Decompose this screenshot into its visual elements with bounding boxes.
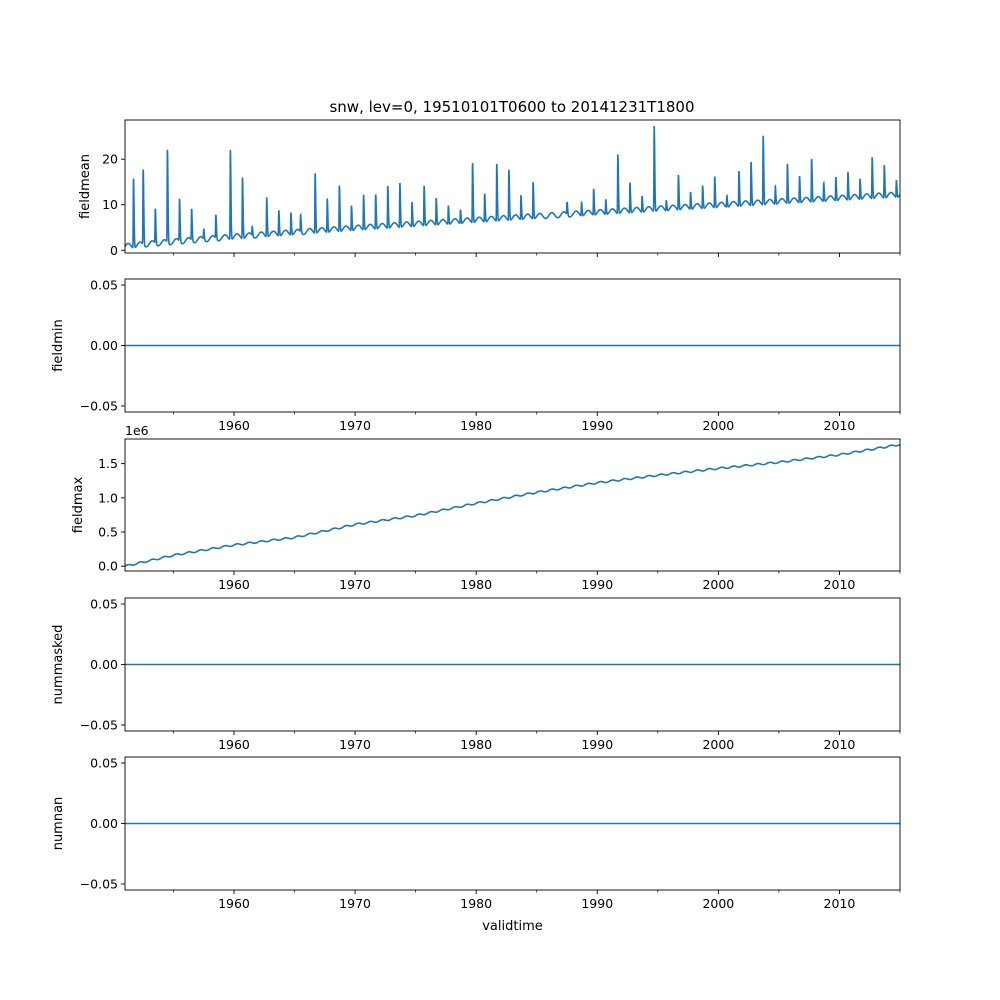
x-tick-label: 1960 [218, 577, 250, 592]
y-axis-label: numnan [51, 797, 66, 851]
subplot-numnan: −0.05 0.00 0.05 1960 1970 1980 1990 2000 2010 num… [51, 756, 901, 934]
x-tick-label: 1980 [460, 737, 492, 752]
x-tick-label: 1970 [339, 737, 371, 752]
y-tick-label: 20 [102, 152, 118, 167]
y-tick-label: 0 [110, 243, 118, 258]
x-tick-label: 1960 [218, 896, 250, 911]
subplot-fieldmin: −0.05 0.00 0.05 1960 1970 1980 1990 2000 2010 fie… [51, 278, 901, 433]
subplot-fieldmax: 0.0 0.5 1.0 1.5 1960 1970 1980 1990 2000 2010 fiel… [71, 423, 901, 592]
figure-title: snw, lev=0, 19510101T0600 to 20141231T18… [329, 98, 694, 116]
y-tick-label: 0.05 [90, 597, 118, 612]
x-tick-label: 1990 [581, 896, 613, 911]
x-tick-label: 2000 [702, 577, 734, 592]
y-tick-label: 0.00 [90, 657, 118, 672]
y-tick-label: 0.00 [90, 338, 118, 353]
y-tick-label: 1.0 [98, 490, 118, 505]
x-tick-label: 1980 [460, 418, 492, 433]
subplot-fieldmean: 0 10 20 fieldmean [78, 119, 901, 258]
y-tick-label: 0.05 [90, 756, 118, 771]
y-tick-label: 1.5 [98, 456, 118, 471]
x-tick-label: 1960 [218, 418, 250, 433]
y-tick-label: −0.05 [80, 876, 118, 891]
y-tick-label: −0.05 [80, 398, 118, 413]
y-offset-label: 1e6 [125, 423, 149, 438]
y-tick-label: 10 [102, 197, 118, 212]
x-tick-label: 1980 [460, 896, 492, 911]
y-axis-label: fieldmean [78, 154, 93, 219]
subplot-nummasked: −0.05 0.00 0.05 1960 1970 1980 1990 2000 2010 num… [51, 597, 901, 752]
x-tick-label: 2010 [824, 737, 856, 752]
x-tick-label: 1970 [339, 418, 371, 433]
x-tick-label: 2010 [824, 577, 856, 592]
y-tick-label: 0.0 [98, 559, 118, 574]
y-tick-label: 0.05 [90, 278, 118, 293]
subplots: 0 10 20 fieldmean −0.05 0.00 0.05 1960 1970 1980 1… [51, 119, 901, 934]
x-tick-label: 2000 [702, 896, 734, 911]
x-tick-label: 2000 [702, 737, 734, 752]
x-tick-label: 2000 [702, 418, 734, 433]
y-tick-label: 0.5 [98, 525, 118, 540]
x-tick-label: 2010 [824, 418, 856, 433]
y-axis-label: nummasked [51, 625, 66, 705]
axes-frame [124, 438, 901, 572]
axes-frame [124, 119, 901, 254]
x-tick-label: 1960 [218, 737, 250, 752]
y-axis-label: fieldmin [51, 319, 66, 372]
x-tick-label: 1970 [339, 896, 371, 911]
series-line-fieldmax [125, 443, 900, 567]
x-tick-label: 1970 [339, 577, 371, 592]
y-axis-label: fieldmax [71, 477, 86, 534]
x-tick-label: 1990 [581, 737, 613, 752]
x-tick-label: 1990 [581, 418, 613, 433]
x-axis-label: validtime [482, 919, 543, 934]
series-line-fieldmean [125, 125, 900, 249]
x-tick-label: 1990 [581, 577, 613, 592]
y-tick-label: 0.00 [90, 816, 118, 831]
y-tick-label: −0.05 [80, 717, 118, 732]
x-tick-label: 1980 [460, 577, 492, 592]
x-tick-label: 2010 [824, 896, 856, 911]
